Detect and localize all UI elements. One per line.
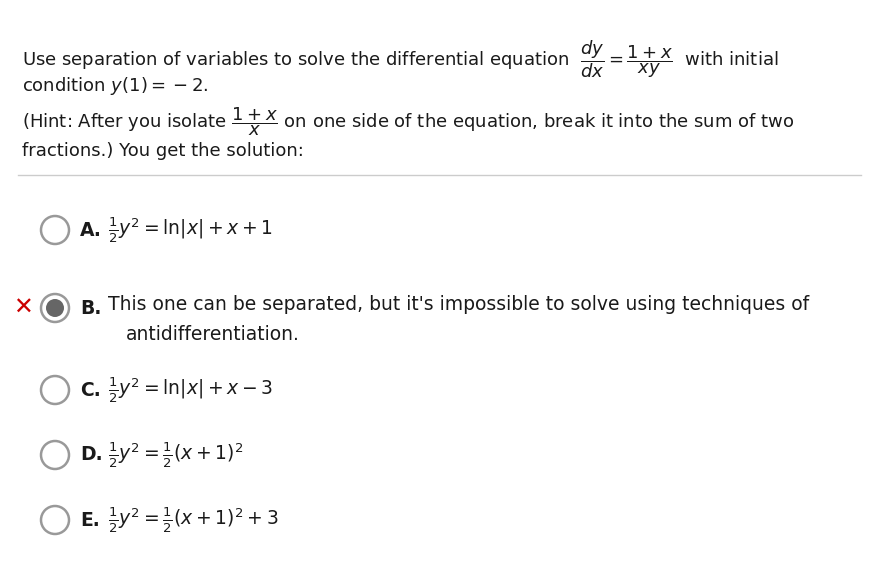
Text: This one can be separated, but it's impossible to solve using techniques of: This one can be separated, but it's impo… [108,295,809,314]
Text: $\frac{1}{2}y^2 = \frac{1}{2}(x+1)^2$: $\frac{1}{2}y^2 = \frac{1}{2}(x+1)^2$ [108,441,243,470]
Text: E.: E. [80,511,99,529]
Circle shape [46,299,64,317]
Text: ✕: ✕ [13,296,32,320]
Text: antidifferentiation.: antidifferentiation. [126,325,299,344]
Text: $\frac{1}{2}y^2 = \ln|x| + x + 1$: $\frac{1}{2}y^2 = \ln|x| + x + 1$ [108,215,272,245]
Text: B.: B. [80,298,101,318]
Text: $\frac{1}{2}y^2 = \ln|x| + x - 3$: $\frac{1}{2}y^2 = \ln|x| + x - 3$ [108,375,273,405]
Text: (Hint: After you isolate $\dfrac{1+x}{x}$ on one side of the equation, break it : (Hint: After you isolate $\dfrac{1+x}{x}… [22,105,794,137]
Text: Use separation of variables to solve the differential equation  $\dfrac{dy}{dx} : Use separation of variables to solve the… [22,38,778,80]
Text: fractions.) You get the solution:: fractions.) You get the solution: [22,142,304,160]
Text: condition $y(1) = -2$.: condition $y(1) = -2$. [22,75,208,97]
Text: A.: A. [80,221,102,239]
Text: D.: D. [80,446,103,464]
Text: C.: C. [80,380,101,400]
Text: $\frac{1}{2}y^2 = \frac{1}{2}(x+1)^2 + 3$: $\frac{1}{2}y^2 = \frac{1}{2}(x+1)^2 + 3… [108,505,278,535]
